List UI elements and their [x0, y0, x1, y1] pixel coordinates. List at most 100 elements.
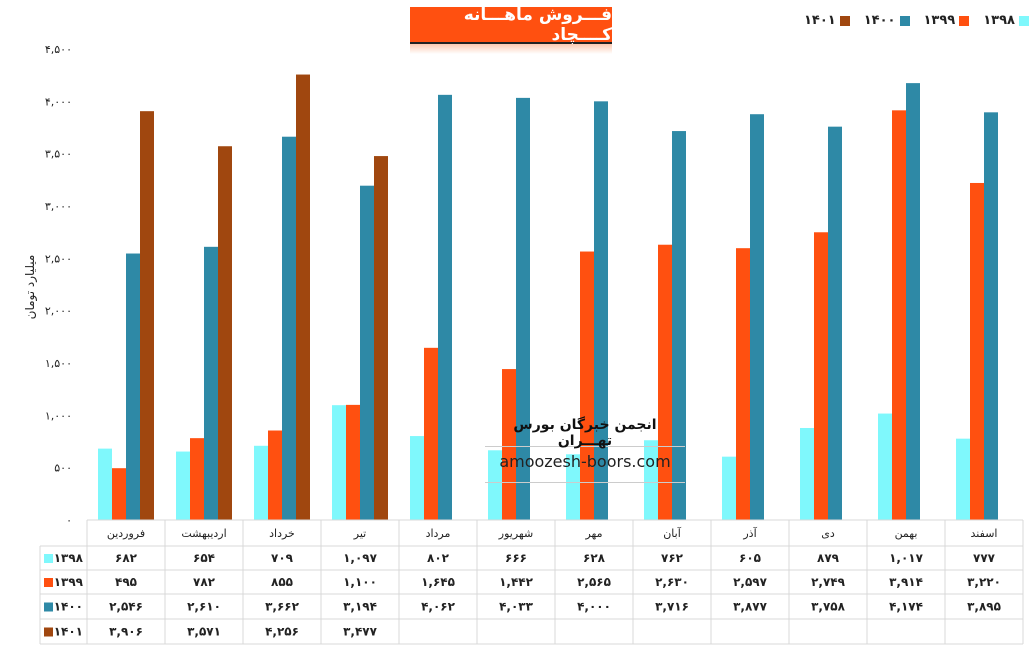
bar [424, 347, 438, 520]
category-label: آبان [663, 526, 681, 540]
data-label: ۳,۲۲۰ [967, 575, 1001, 589]
y-tick-label: ۰ [66, 514, 72, 527]
bar [204, 246, 218, 520]
category-label: اسفند [971, 527, 998, 540]
data-label: ۶۶۶ [505, 551, 527, 565]
bar [282, 136, 296, 520]
bar [984, 112, 998, 520]
data-label: ۶۰۵ [739, 551, 761, 565]
y-tick-label: ۱,۰۰۰ [45, 409, 72, 422]
bar [644, 440, 658, 520]
category-label: تیر [353, 527, 366, 540]
data-label: ۱,۴۴۲ [499, 575, 534, 589]
data-label: ۴,۰۰۰ [577, 600, 611, 614]
bar [346, 404, 360, 520]
bar [594, 101, 608, 520]
data-label: ۱,۰۹۷ [343, 551, 378, 565]
legend-swatch [959, 15, 970, 26]
y-tick-label: ۴,۰۰۰ [45, 95, 72, 108]
bar [516, 97, 530, 520]
bar [814, 232, 828, 520]
legend-swatch [44, 554, 53, 563]
bar [98, 448, 112, 520]
data-label: ۱,۶۴۵ [421, 575, 455, 589]
bar [254, 445, 268, 520]
data-label: ۸۷۹ [817, 551, 840, 565]
bar [970, 182, 984, 520]
title-shadow [410, 44, 612, 54]
data-label: ۲,۵۶۵ [577, 575, 611, 589]
bar [580, 251, 594, 520]
chart-title: فـــروش ماهـــانه کــــچاد [410, 5, 612, 45]
bar [750, 114, 764, 520]
data-label: ۶۵۴ [193, 551, 215, 565]
bar [126, 253, 140, 520]
category-label: بهمن [895, 527, 918, 540]
series-label: ۱۴۰۰ [54, 600, 83, 614]
category-label: دی [821, 527, 835, 540]
data-label: ۳,۷۱۶ [655, 600, 689, 614]
bar [956, 438, 970, 520]
data-label: ۳,۱۹۴ [343, 600, 377, 614]
series-label: ۱۳۹۸ [54, 551, 84, 565]
watermark-url: amoozesh-boors.com [499, 452, 671, 471]
legend-label: ۱۳۹۹ [923, 13, 956, 28]
data-label: ۳,۴۷۷ [343, 625, 378, 639]
data-label: ۲,۶۳۰ [655, 575, 689, 589]
data-label: ۶۲۸ [583, 551, 606, 565]
bar [268, 430, 282, 520]
bar [906, 83, 920, 520]
bar [800, 427, 814, 520]
legend-label: ۱۳۹۸ [983, 13, 1015, 28]
legend-label: ۱۴۰۰ [863, 13, 896, 28]
legend-swatch [839, 15, 850, 26]
data-label: ۲,۵۹۷ [733, 575, 768, 589]
data-label: ۳,۹۰۶ [109, 625, 143, 639]
bar [296, 74, 310, 520]
bar [892, 110, 906, 521]
data-label: ۷۰۹ [271, 551, 294, 565]
bar [112, 468, 126, 520]
y-tick-label: ۳,۵۰۰ [45, 148, 72, 161]
category-label: فروردین [107, 527, 145, 540]
legend-swatch [899, 15, 910, 26]
data-label: ۶۸۲ [115, 551, 138, 565]
legend-item: ۱۳۹۸ [983, 13, 1029, 28]
category-label: مهر [584, 527, 602, 540]
bar [736, 248, 750, 520]
bar [332, 405, 346, 520]
watermark-line [485, 446, 685, 447]
y-tick-label: ۴,۵۰۰ [45, 43, 72, 56]
category-label: خرداد [269, 527, 295, 540]
watermark-line [485, 482, 685, 483]
bar [566, 454, 580, 520]
legend-item: ۱۳۹۹ [924, 13, 970, 28]
bar [360, 185, 374, 520]
bar [176, 451, 190, 520]
watermark-text: انجمن خبرگان بورس تهـــران [513, 417, 657, 449]
series-label: ۱۳۹۹ [54, 575, 84, 589]
legend: ۱۳۹۸ ۱۳۹۹ ۱۴۰۰ ۱۴۰۱ [804, 13, 1029, 28]
data-label: ۳,۷۵۸ [811, 600, 846, 614]
legend-swatch [44, 578, 53, 587]
category-label: مرداد [426, 527, 451, 540]
y-tick-label: ۵۰۰ [54, 462, 72, 475]
legend-label: ۱۴۰۱ [804, 13, 836, 28]
data-label: ۴۹۵ [115, 575, 137, 589]
data-label: ۳,۶۶۲ [265, 600, 300, 614]
bar [140, 111, 154, 520]
data-label: ۲,۷۴۹ [811, 575, 846, 589]
y-tick-label: ۱,۵۰۰ [45, 357, 72, 370]
bar [438, 94, 452, 521]
data-label: ۳,۵۷۱ [187, 625, 221, 639]
data-label: ۴,۰۶۲ [421, 600, 456, 614]
data-label: ۱,۱۰۰ [343, 575, 377, 589]
bar [672, 131, 686, 521]
bar [190, 438, 204, 520]
bar [828, 126, 842, 521]
bar [488, 450, 502, 520]
data-label: ۴,۰۳۳ [499, 600, 534, 614]
data-label: ۸۰۲ [427, 551, 450, 565]
bar [722, 456, 736, 520]
